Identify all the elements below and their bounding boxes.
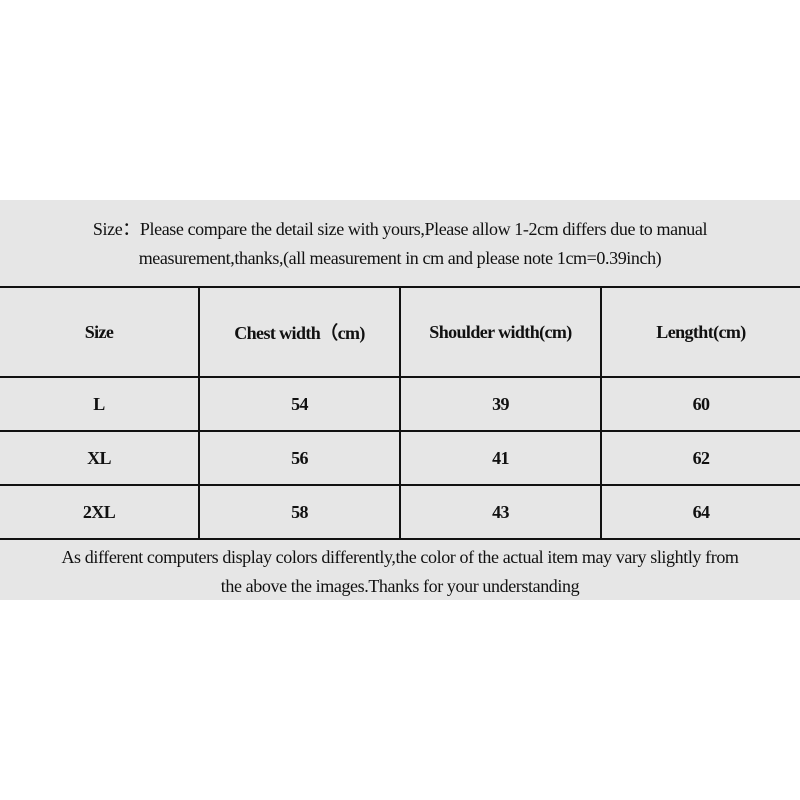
shoulder-cell: 39 <box>399 376 602 432</box>
color-disclaimer-line-2: the above the images.Thanks for your und… <box>220 576 580 596</box>
chest-cell: 58 <box>198 484 401 540</box>
length-cell: 60 <box>600 376 800 432</box>
shoulder-cell: 41 <box>399 430 602 486</box>
size-cell: 2XL <box>0 484 200 540</box>
chest-cell: 54 <box>198 376 401 432</box>
column-header-size: Size <box>0 286 200 378</box>
length-cell: 64 <box>600 484 800 540</box>
chest-cell: 56 <box>198 430 401 486</box>
size-note-line-2: measurement,thanks,(all measurement in c… <box>138 248 662 268</box>
size-cell: L <box>0 376 200 432</box>
column-header-shoulder: Shoulder width(cm) <box>399 286 602 378</box>
color-disclaimer-line-1: As different computers display colors di… <box>61 547 739 567</box>
size-note: Size：Please compare the detail size with… <box>0 215 800 273</box>
size-chart-panel: Size：Please compare the detail size with… <box>0 200 800 600</box>
size-table: Size Chest width（cm) Shoulder width(cm) … <box>0 286 800 540</box>
column-header-length: Lengtht(cm) <box>600 286 800 378</box>
column-header-chest: Chest width（cm) <box>198 286 401 378</box>
shoulder-cell: 43 <box>399 484 602 540</box>
table-row: 2XL 58 43 64 <box>0 484 800 540</box>
table-row: XL 56 41 62 <box>0 430 800 486</box>
size-cell: XL <box>0 430 200 486</box>
length-cell: 62 <box>600 430 800 486</box>
color-disclaimer: As different computers display colors di… <box>0 543 800 601</box>
size-note-line-1: Size：Please compare the detail size with… <box>92 219 708 239</box>
table-header-row: Size Chest width（cm) Shoulder width(cm) … <box>0 286 800 378</box>
table-row: L 54 39 60 <box>0 376 800 432</box>
